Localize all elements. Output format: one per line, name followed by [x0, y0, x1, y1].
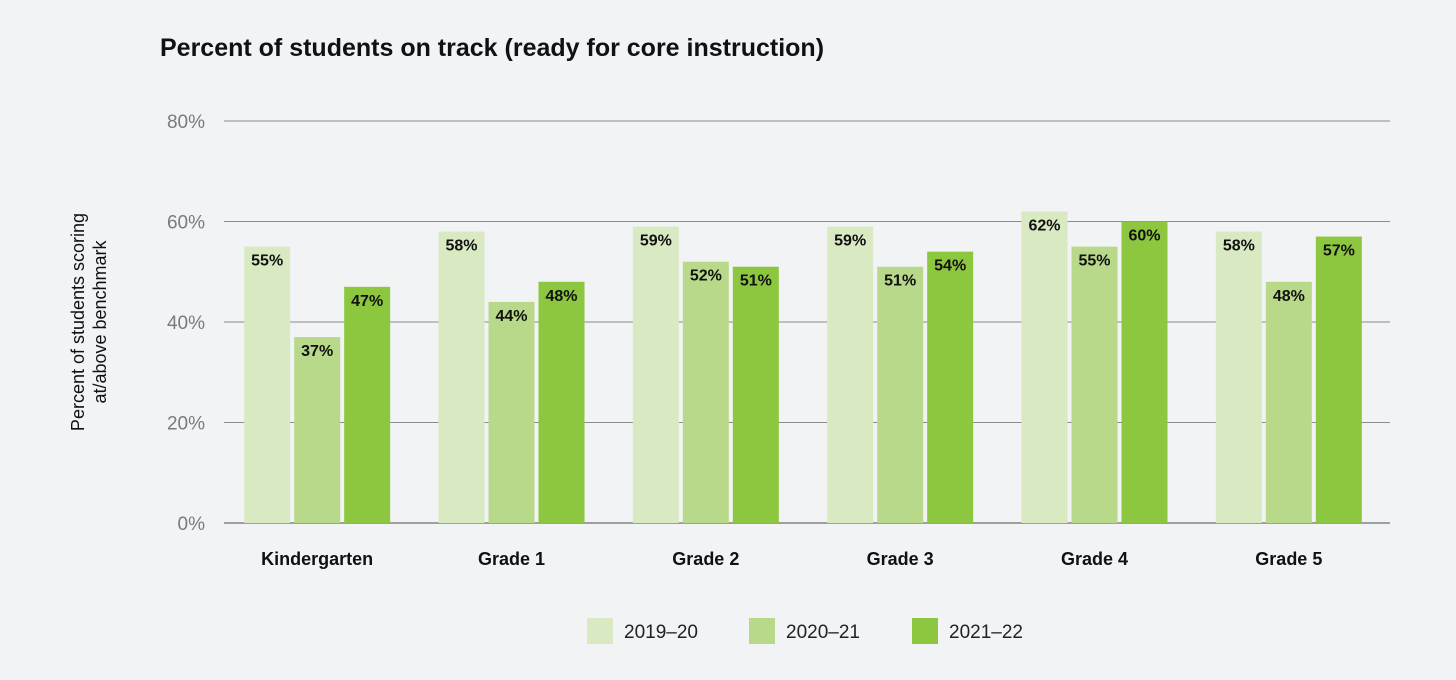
x-tick-label: Grade 4 — [1061, 549, 1128, 569]
y-tick-label: 40% — [167, 313, 205, 334]
bar — [538, 281, 585, 523]
y-axis-label-line-1: Percent of students scoring — [68, 213, 88, 431]
data-label: 58% — [1223, 238, 1255, 255]
y-tick-label: 80% — [167, 112, 205, 133]
data-label: 57% — [1323, 243, 1355, 260]
data-labels: 55% 37% 47% 58% 44% 48% 59% 52% 51% 59% 51% 54% 62% 5… — [251, 217, 1355, 360]
data-label: 62% — [1028, 217, 1060, 234]
data-label: 60% — [1128, 228, 1160, 245]
bar — [682, 261, 729, 523]
legend-label: 2020–21 — [786, 622, 860, 643]
legend-label: 2019–20 — [624, 622, 698, 643]
y-tick-label: 20% — [167, 414, 205, 435]
data-label: 48% — [545, 288, 577, 305]
y-axis-label-line-2: at/above benchmark — [90, 239, 110, 403]
chart-title: Percent of students on track (ready for … — [160, 34, 824, 62]
bar — [1071, 246, 1118, 523]
bar — [827, 226, 874, 523]
legend-item: 2021–22 — [912, 618, 1023, 644]
y-axis-label: Percent of students scoring at/above ben… — [68, 213, 110, 431]
data-label: 48% — [1273, 288, 1305, 305]
y-axis-ticks: 0% 20% 40% 60% 80% — [167, 112, 205, 535]
x-tick-label: Grade 1 — [478, 549, 545, 569]
data-label: 44% — [495, 308, 527, 325]
data-label: 59% — [640, 233, 672, 250]
legend: 2019–20 2020–21 2021–22 — [587, 618, 1023, 644]
data-label: 58% — [445, 238, 477, 255]
y-tick-label: 60% — [167, 213, 205, 234]
data-label: 55% — [1078, 253, 1110, 270]
x-axis-ticks: Kindergarten Grade 1 Grade 2 Grade 3 Grade 4… — [261, 549, 1322, 569]
bar — [1121, 221, 1168, 523]
gridlines — [224, 120, 1390, 524]
bar — [438, 231, 485, 524]
data-label: 52% — [690, 268, 722, 285]
bar — [344, 286, 391, 523]
bar — [1315, 236, 1362, 523]
bar — [488, 301, 535, 523]
legend-swatch — [912, 618, 938, 644]
data-label: 51% — [884, 273, 916, 290]
x-tick-label: Grade 3 — [867, 549, 934, 569]
data-label: 51% — [740, 273, 772, 290]
data-label: 59% — [834, 233, 866, 250]
x-tick-label: Grade 5 — [1255, 549, 1322, 569]
bar — [732, 266, 779, 523]
x-tick-label: Kindergarten — [261, 549, 373, 569]
legend-item: 2020–21 — [749, 618, 860, 644]
data-label: 47% — [351, 293, 383, 310]
y-tick-label: 0% — [178, 514, 206, 535]
legend-swatch — [749, 618, 775, 644]
bar — [1265, 281, 1312, 523]
bar — [1021, 211, 1068, 523]
bar — [1215, 231, 1262, 524]
data-label: 37% — [301, 343, 333, 360]
bar — [632, 226, 679, 523]
x-tick-label: Grade 2 — [672, 549, 739, 569]
legend-swatch — [587, 618, 613, 644]
bar — [877, 266, 924, 523]
legend-label: 2021–22 — [949, 622, 1023, 643]
bar — [294, 337, 341, 523]
data-label: 54% — [934, 258, 966, 275]
bar — [244, 246, 291, 523]
legend-item: 2019–20 — [587, 618, 698, 644]
data-label: 55% — [251, 253, 283, 270]
bars — [244, 211, 1362, 524]
bar — [927, 251, 974, 523]
